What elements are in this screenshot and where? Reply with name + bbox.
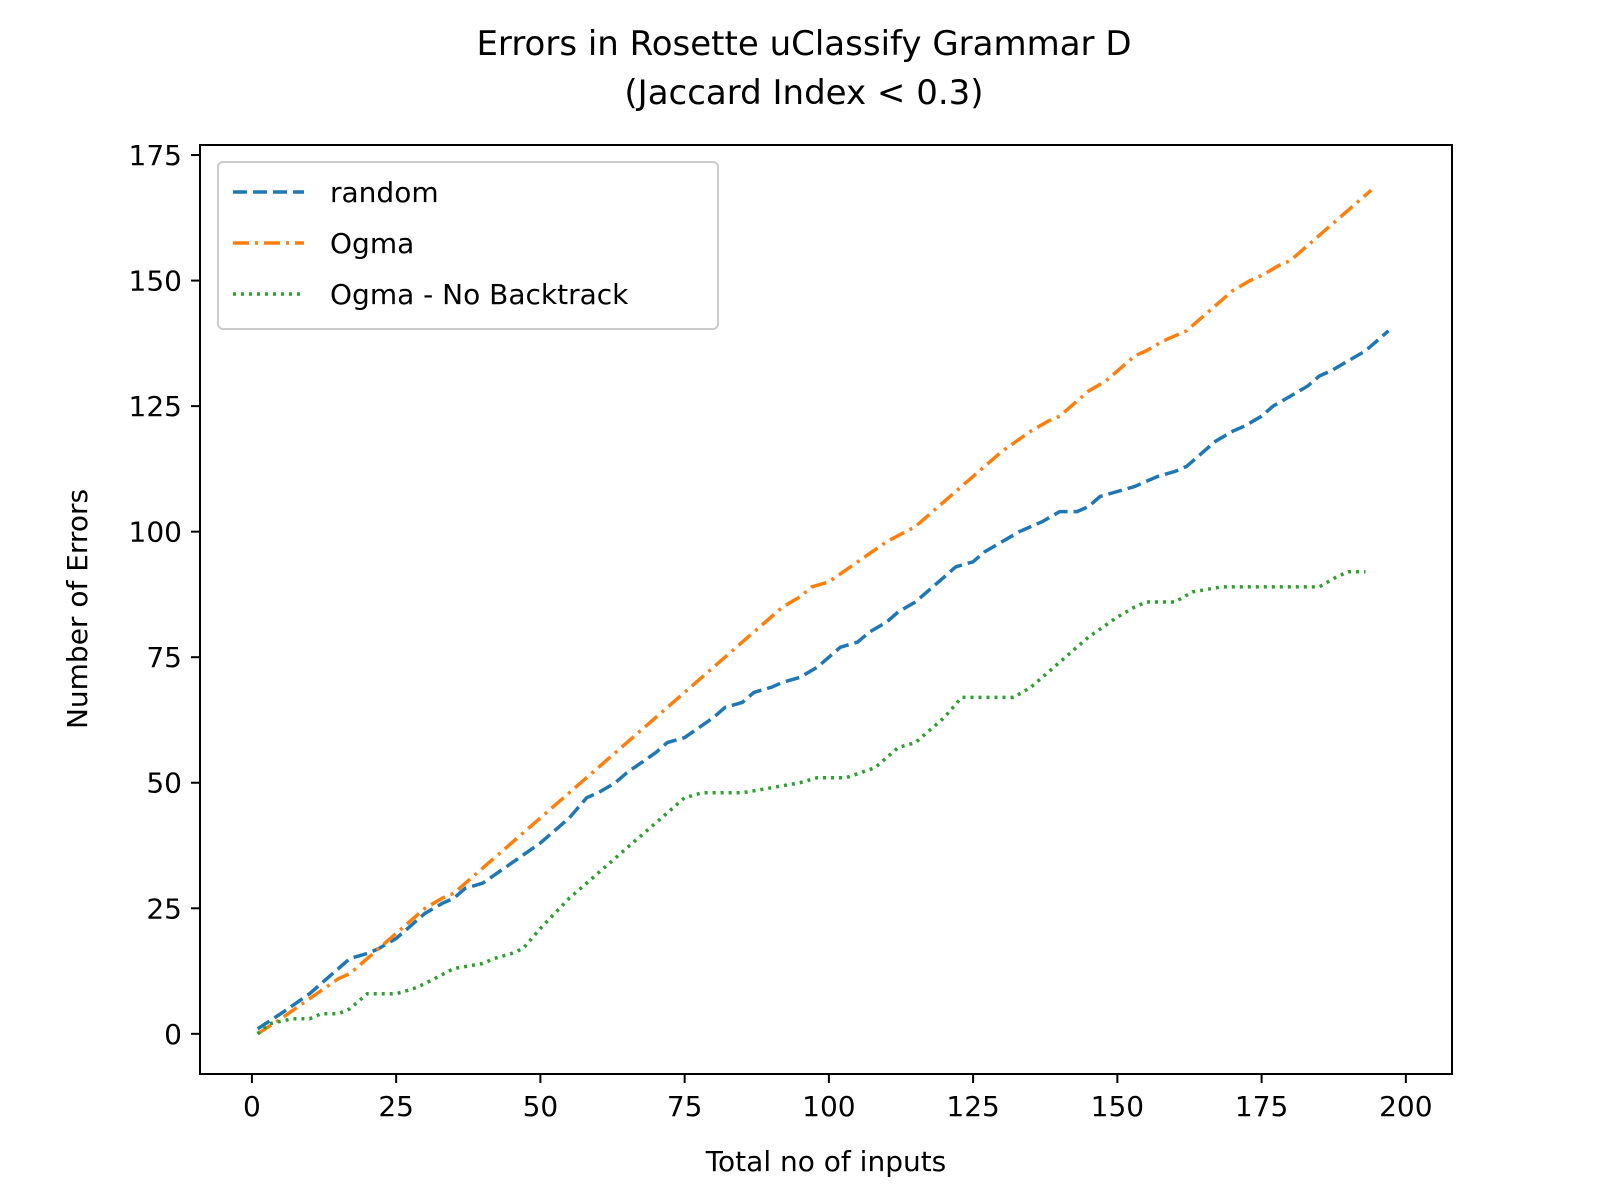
chart-title: Errors in Rosette uClassify Grammar D: [476, 24, 1131, 64]
legend-box: [217, 161, 719, 330]
legend-label-2: Ogma - No Backtrack: [330, 278, 629, 311]
y-tick-label: 125: [129, 390, 182, 423]
chart-subtitle: (Jaccard Index < 0.3): [624, 73, 983, 113]
x-tick-label: 75: [667, 1090, 703, 1123]
x-tick-label: 150: [1091, 1090, 1144, 1123]
x-tick-label: 125: [946, 1090, 999, 1123]
legend: random Ogma Ogma - No Backtrack: [217, 161, 719, 330]
x-tick-label: 0: [243, 1090, 261, 1123]
y-axis-label: Number of Errors: [61, 489, 94, 729]
y-tick-label: 100: [129, 516, 182, 549]
series-layer: [256, 188, 1390, 1036]
y-tick-label: 175: [129, 139, 182, 172]
series-line-1: [256, 188, 1373, 1036]
x-tick-label: 175: [1235, 1090, 1288, 1123]
legend-label-1: Ogma: [330, 227, 414, 260]
x-axis-label: Total no of inputs: [705, 1145, 947, 1178]
y-tick-label: 150: [129, 265, 182, 298]
x-tick-label: 50: [523, 1090, 559, 1123]
y-tick-label: 75: [146, 641, 182, 674]
series-line-0: [256, 329, 1390, 1031]
y-tick-label: 50: [146, 767, 182, 800]
x-tick-label: 200: [1379, 1090, 1432, 1123]
x-tick-label: 25: [378, 1090, 414, 1123]
x-tick-label: 100: [802, 1090, 855, 1123]
ticks-layer: 0 25 50 75 100 125 150 175 200 0 25 50 75 100 125 150 17…: [129, 139, 1433, 1123]
plot-frame: [199, 144, 1453, 1075]
legend-label-0: random: [330, 176, 439, 209]
y-tick-label: 25: [146, 892, 182, 925]
y-tick-label: 0: [164, 1018, 182, 1051]
